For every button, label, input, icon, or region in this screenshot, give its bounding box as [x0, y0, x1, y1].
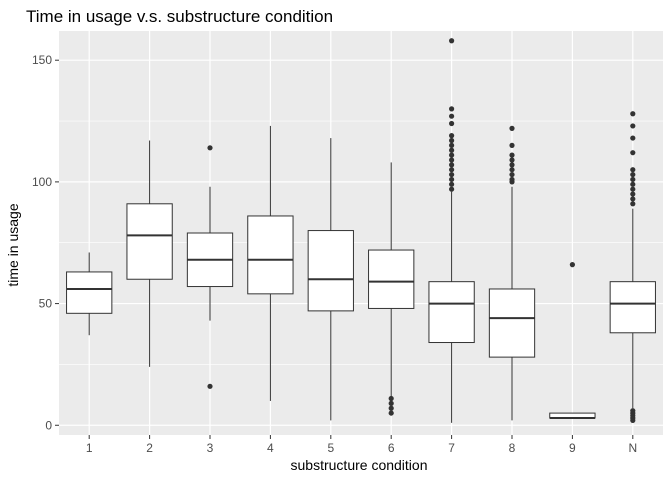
outlier-point: [449, 171, 455, 178]
outlier-point: [388, 395, 394, 402]
box-2: [126, 140, 173, 367]
outlier-point: [449, 120, 455, 127]
outlier-point: [509, 142, 515, 148]
x-tick-label: 7: [448, 441, 455, 455]
outlier-point: [509, 157, 515, 163]
y-tick-label: 100: [32, 175, 52, 189]
x-tick-label: 2: [146, 441, 153, 455]
outlier-point: [449, 152, 455, 158]
outlier-point: [388, 405, 394, 411]
outlier-point: [630, 181, 636, 187]
y-axis-label: time in usage: [5, 203, 21, 286]
outlier-point: [509, 176, 515, 183]
y-axis: 0 50 100 150: [32, 53, 59, 432]
x-tick-label: 1: [86, 441, 93, 455]
y-tick-label: 150: [32, 53, 52, 67]
outlier-point: [449, 38, 455, 44]
outlier-point: [630, 186, 636, 192]
box-N: [609, 111, 656, 423]
outlier-point: [630, 201, 636, 207]
box-body: [428, 281, 475, 344]
outlier-point: [630, 176, 636, 183]
box-8: [488, 125, 536, 421]
outlier-point: [207, 145, 213, 151]
box-1: [66, 252, 113, 336]
box-4: [247, 125, 294, 401]
box-9: [549, 262, 596, 419]
outlier-point: [630, 111, 636, 117]
outlier-point: [388, 400, 394, 406]
box-body: [488, 288, 536, 358]
box-body: [609, 281, 656, 334]
x-tick-label: N: [628, 441, 637, 455]
outlier-point: [509, 171, 515, 178]
outlier-point: [630, 171, 636, 178]
outlier-point: [449, 142, 455, 148]
box-body: [368, 249, 415, 309]
outlier-point: [449, 176, 455, 183]
box-body: [66, 271, 113, 314]
outlier-point: [569, 262, 576, 268]
x-tick-label: 9: [569, 441, 576, 455]
outlier-point: [630, 196, 636, 202]
outlier-point: [630, 150, 636, 156]
y-tick-label: 0: [45, 418, 52, 432]
y-tick-label: 50: [39, 297, 53, 311]
x-tick-label: 3: [207, 441, 214, 455]
outlier-point: [630, 408, 636, 414]
box-body: [307, 230, 354, 312]
box-6: [368, 162, 415, 416]
outlier-point: [630, 191, 636, 197]
outlier-point: [449, 186, 455, 192]
outlier-point: [509, 167, 515, 173]
x-tick-label: 4: [267, 441, 274, 455]
x-tick-label: 5: [327, 441, 334, 455]
outlier-point: [388, 410, 394, 416]
outlier-point: [449, 137, 455, 144]
x-tick-label: 6: [388, 441, 395, 455]
outlier-point: [630, 167, 636, 173]
box-body: [126, 203, 173, 280]
box-5: [307, 138, 354, 421]
outlier-point: [449, 157, 455, 163]
outlier-point: [449, 147, 455, 153]
outlier-point: [449, 113, 455, 119]
outlier-point: [449, 162, 455, 168]
chart-title: Time in usage v.s. substructure conditio…: [26, 7, 333, 26]
outlier-point: [207, 383, 213, 389]
outlier-point: [449, 167, 455, 173]
outlier-point: [449, 181, 455, 187]
box-7: [428, 38, 475, 423]
outlier-point: [449, 133, 455, 139]
x-axis-label: substructure condition: [291, 457, 428, 473]
outlier-point: [449, 106, 455, 112]
outlier-point: [630, 135, 636, 141]
box-body: [247, 215, 294, 295]
box-series: [66, 38, 656, 423]
outlier-point: [509, 152, 515, 158]
outlier-point: [630, 123, 636, 129]
outlier-point: [509, 162, 515, 168]
outlier-point: [509, 125, 515, 131]
x-axis: 1 2 3 4 5 6 7 8 9 N: [86, 435, 637, 455]
x-tick-label: 8: [509, 441, 516, 455]
box-3: [186, 145, 234, 389]
